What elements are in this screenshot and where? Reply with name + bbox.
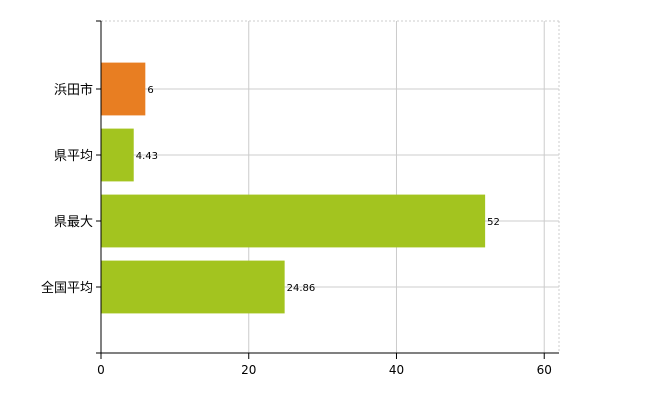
bar-0 xyxy=(101,62,146,116)
labels: 6 浜田市 4.43 県平均 52 県最大 24.86 全国平均 0 20 40 60 xyxy=(41,82,552,377)
category-label-1: 県平均 xyxy=(54,149,93,164)
axes xyxy=(96,20,559,359)
category-label-3: 全国平均 xyxy=(41,280,93,296)
data-label-2: 52 xyxy=(487,217,500,228)
data-label-0: 6 xyxy=(147,85,153,96)
bar-3 xyxy=(101,260,285,314)
category-label-0: 浜田市 xyxy=(54,82,93,98)
bar-2 xyxy=(101,194,486,248)
bars xyxy=(101,62,486,314)
category-label-2: 県最大 xyxy=(54,215,93,230)
data-label-3: 24.86 xyxy=(287,283,316,294)
data-label-1: 4.43 xyxy=(136,151,158,162)
x-tick-label-3: 60 xyxy=(537,363,552,377)
x-tick-label-0: 0 xyxy=(97,363,105,377)
x-tick-label-1: 20 xyxy=(241,363,256,377)
bar-1 xyxy=(101,128,134,182)
x-tick-label-2: 40 xyxy=(389,363,404,377)
